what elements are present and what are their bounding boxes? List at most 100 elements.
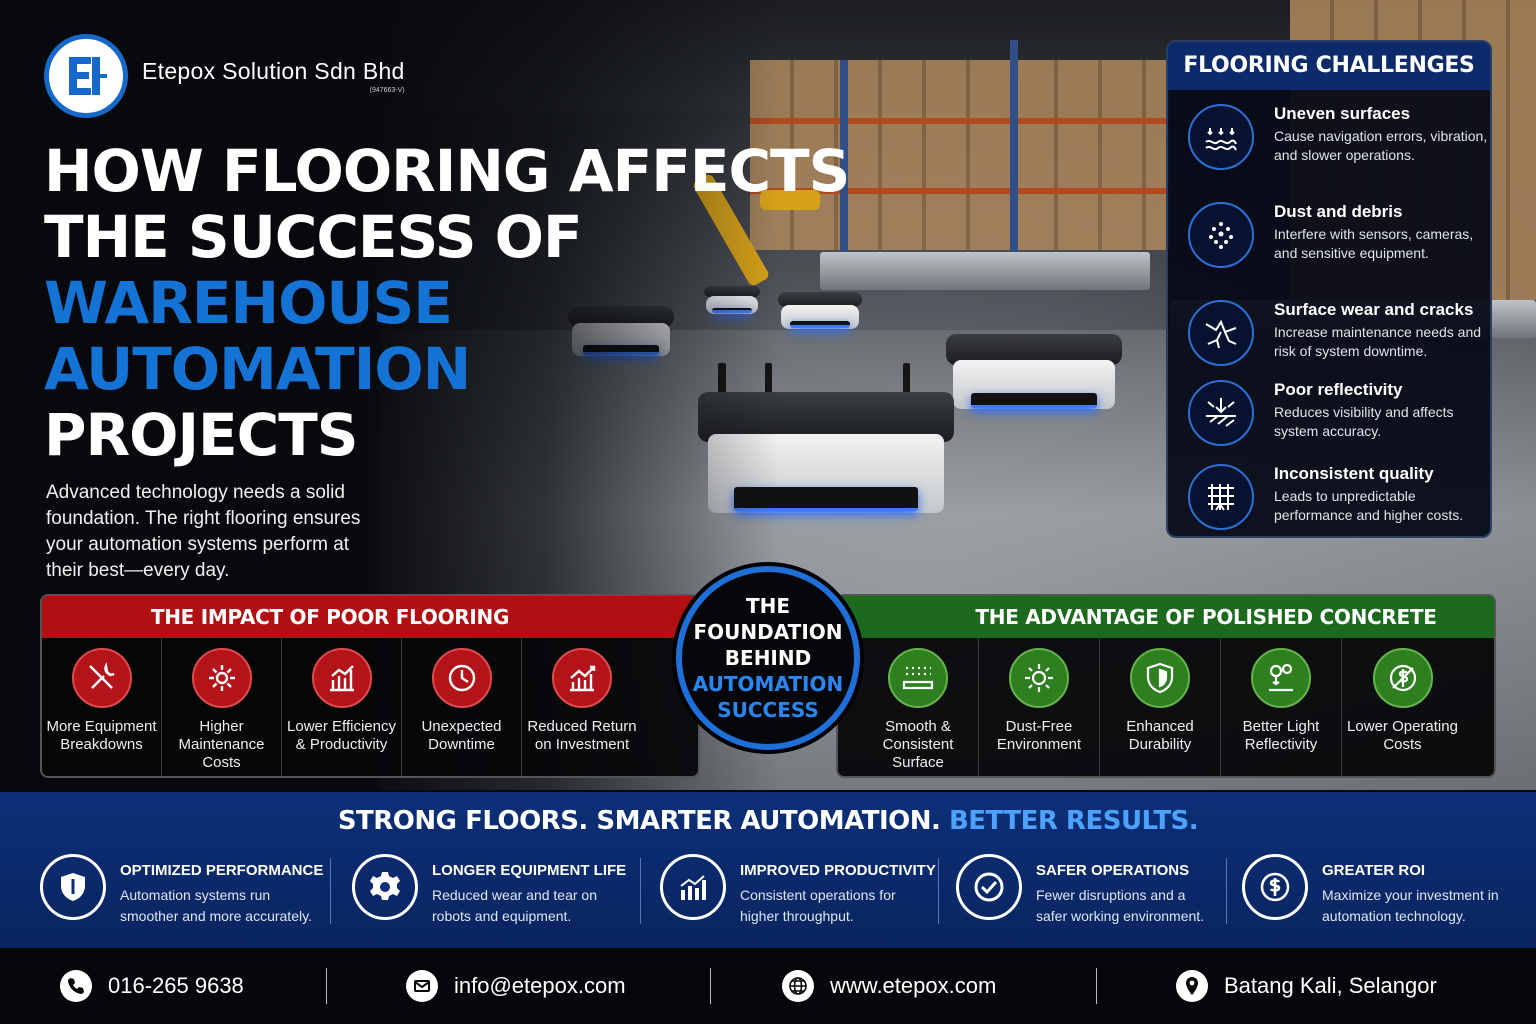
challenge-title: Uneven surfaces [1274, 104, 1411, 123]
advantage-title: THE ADVANTAGE OF POLISHED CONCRETE [838, 596, 1494, 638]
headline: HOW FLOORING AFFECTS THE SUCCESS OF WARE… [44, 137, 850, 469]
challenge-item: Poor reflectivity Reduces visibility and… [1188, 380, 1488, 446]
impact-item: Lower Efficiency & Productivity [282, 638, 402, 776]
headline-line-accent: WAREHOUSE [44, 269, 453, 337]
rack-post [1010, 40, 1018, 260]
benefit-title: SAFER OPERATIONS [1036, 862, 1190, 879]
benefit-desc: Fewer disruptions and a safer working en… [1036, 887, 1205, 924]
shield-icon [1130, 648, 1190, 708]
challenge-desc: Cause navigation errors, vibration, and … [1274, 128, 1488, 163]
tagline-blue: BETTER RESULTS. [948, 806, 1199, 836]
advantage-label: Smooth & Consistent Surface [882, 718, 954, 771]
website-contact[interactable]: www.etepox.com [782, 948, 996, 1024]
growth-chart-icon [660, 854, 726, 920]
advantage-label: Dust-Free Environment [996, 718, 1082, 753]
intro-text: Advanced technology needs a solid founda… [46, 482, 361, 581]
challenge-desc: Leads to unpredictable performance and h… [1274, 488, 1464, 523]
advantage-label: Enhanced Durability [1126, 718, 1194, 753]
divider [640, 858, 641, 924]
smooth-surface-icon [888, 648, 948, 708]
benefit-desc: Automation systems run smoother and more… [120, 887, 312, 924]
benefit-item: SAFER OPERATIONS Fewer disruptions and a… [956, 854, 1216, 927]
challenge-desc: Increase maintenance needs and risk of s… [1274, 324, 1482, 359]
tools-icon [71, 648, 132, 708]
check-icon [956, 854, 1022, 920]
email-address: info@etepox.com [454, 973, 626, 998]
clock-icon [431, 648, 492, 708]
benefit-title: IMPROVED PRODUCTIVITY [740, 862, 936, 879]
challenge-item: Uneven surfaces Cause navigation errors,… [1188, 104, 1488, 170]
benefit-desc: Reduced wear and tear on robots and equi… [432, 887, 597, 924]
phone-icon [60, 970, 92, 1002]
divider [1226, 858, 1227, 924]
headline-line-accent: AUTOMATION [44, 335, 471, 403]
challenge-title: Dust and debris [1274, 202, 1403, 221]
phone-contact[interactable]: 016-265 9638 [60, 948, 244, 1024]
advantage-item: Smooth & Consistent Surface [858, 638, 979, 776]
badge-line-accent: AUTOMATION [692, 672, 844, 696]
uneven-surface-icon [1188, 104, 1254, 170]
impact-label: Higher Maintenance Costs [178, 718, 265, 771]
brand-name: Etepox Solution Sdn Bhd [142, 58, 405, 84]
brand-registration: (947663-V) [369, 87, 405, 94]
benefit-item: OPTIMIZED PERFORMANCE Automation systems… [40, 854, 323, 927]
divider [710, 968, 711, 1004]
badge-line: FOUNDATION [693, 620, 843, 644]
dollar-icon [1242, 854, 1308, 920]
globe-icon [782, 970, 814, 1002]
badge-line: THE [745, 594, 791, 618]
dust-icon [1188, 202, 1254, 268]
impact-item: Higher Maintenance Costs [162, 638, 282, 776]
impact-label: Unexpected Downtime [421, 718, 502, 753]
advantage-item: Enhanced Durability [1100, 638, 1221, 776]
crack-icon [1188, 300, 1254, 366]
website-url: www.etepox.com [830, 973, 997, 998]
tagline: STRONG FLOORS. SMARTER AUTOMATION. BETTE… [0, 806, 1536, 836]
advantage-item: Dust-Free Environment [979, 638, 1100, 776]
challenges-title: FLOORING CHALLENGES [1168, 42, 1490, 90]
benefit-item: LONGER EQUIPMENT LIFE Reduced wear and t… [352, 854, 626, 927]
foundation-badge: THE FOUNDATION BEHIND AUTOMATION SUCCESS [676, 566, 860, 750]
benefit-title: OPTIMIZED PERFORMANCE [120, 862, 324, 879]
advantage-panel: THE ADVANTAGE OF POLISHED CONCRETE Smoot… [836, 594, 1496, 778]
advantage-item: Better Light Reflectivity [1221, 638, 1342, 776]
light-icon [1251, 648, 1311, 708]
roi-chart-icon [552, 648, 612, 708]
rack-beam [750, 188, 1170, 194]
benefit-desc: Maximize your investment in automation t… [1322, 887, 1499, 924]
challenges-panel: FLOORING CHALLENGES Uneven surfaces Caus… [1166, 40, 1492, 538]
reflectivity-icon [1188, 380, 1254, 446]
challenge-item: Dust and debris Interfere with sensors, … [1188, 202, 1488, 268]
rack-post [840, 60, 848, 260]
phone-number: 016-265 9638 [108, 973, 244, 998]
benefit-title: GREATER ROI [1322, 862, 1426, 879]
gear-icon [191, 648, 252, 708]
storage-rack [750, 60, 1170, 250]
email-contact[interactable]: info@etepox.com [406, 948, 626, 1024]
contact-footer: 016-265 9638 info@etepox.com www.etepox.… [0, 948, 1536, 1024]
sparkle-icon [1009, 648, 1069, 708]
impact-label: More Equipment Breakdowns [46, 718, 157, 753]
headline-line: PROJECTS [44, 401, 359, 469]
advantage-item: Lower Operating Costs [1342, 638, 1463, 776]
benefit-title: LONGER EQUIPMENT LIFE [432, 862, 627, 879]
headline-line: HOW FLOORING AFFECTS [44, 137, 850, 205]
divider [938, 858, 939, 924]
challenge-item: Surface wear and cracks Increase mainten… [1188, 300, 1488, 366]
impact-label: Reduced Return on Investment [527, 718, 637, 753]
challenge-title: Surface wear and cracks [1274, 300, 1474, 319]
amr-robot [946, 334, 1122, 416]
location-contact: Batang Kali, Selangor [1176, 948, 1437, 1024]
rack-beam [750, 118, 1170, 124]
gear-icon [352, 854, 418, 920]
impact-item: Unexpected Downtime [402, 638, 522, 776]
advantage-label: Lower Operating Costs [1347, 718, 1458, 753]
challenge-desc: Interfere with sensors, cameras, and sen… [1274, 226, 1474, 261]
impact-title: THE IMPACT OF POOR FLOORING [42, 596, 698, 638]
grid-icon [1188, 464, 1254, 530]
impact-item: Reduced Return on Investment [522, 638, 642, 776]
benefit-item: IMPROVED PRODUCTIVITY Consistent operati… [660, 854, 936, 927]
email-icon [406, 970, 438, 1002]
tagline-white: STRONG FLOORS. SMARTER AUTOMATION. [337, 806, 941, 836]
badge-line-accent: SUCCESS [717, 698, 819, 722]
